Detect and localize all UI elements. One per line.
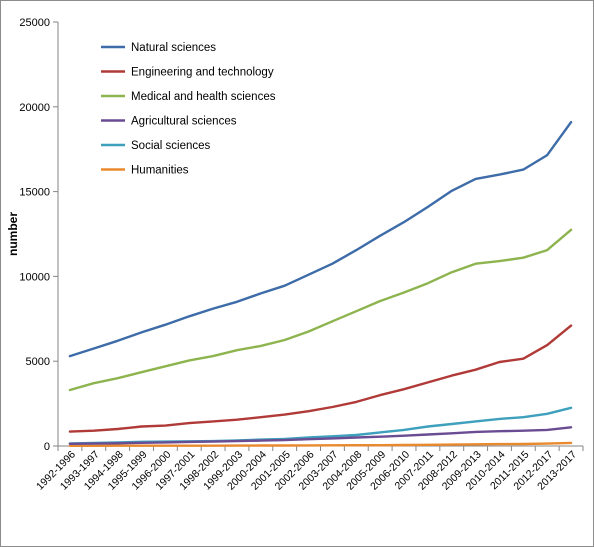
series-line [68, 120, 573, 358]
series-line [68, 324, 573, 433]
legend-label: Agricultural sciences [131, 116, 237, 128]
y-tick-label: 15000 [19, 187, 50, 199]
y-axis: 0 5000 10000 15000 20000 25000 [19, 17, 59, 453]
x-axis: 1992-19961993-19971994-19981995-19991996… [34, 445, 584, 493]
y-tick-label: 20000 [19, 102, 50, 114]
y-tick-label: 5000 [26, 356, 50, 368]
legend-label: Social sciences [131, 140, 211, 152]
plot-lines [68, 120, 573, 447]
legend-label: Humanities [131, 165, 189, 177]
legend-label: Medical and health sciences [131, 91, 276, 103]
legend: Natural sciences Engineering and technolo… [101, 42, 276, 177]
y-axis-label: number [6, 212, 20, 256]
y-tick-label: 10000 [19, 271, 50, 283]
y-tick-label: 0 [44, 441, 50, 453]
series-line [68, 228, 573, 392]
y-tick-label: 25000 [19, 17, 50, 29]
series-line [68, 441, 573, 447]
series-line [68, 426, 573, 445]
legend-label: Natural sciences [131, 42, 216, 54]
legend-label: Engineering and technology [131, 67, 274, 79]
